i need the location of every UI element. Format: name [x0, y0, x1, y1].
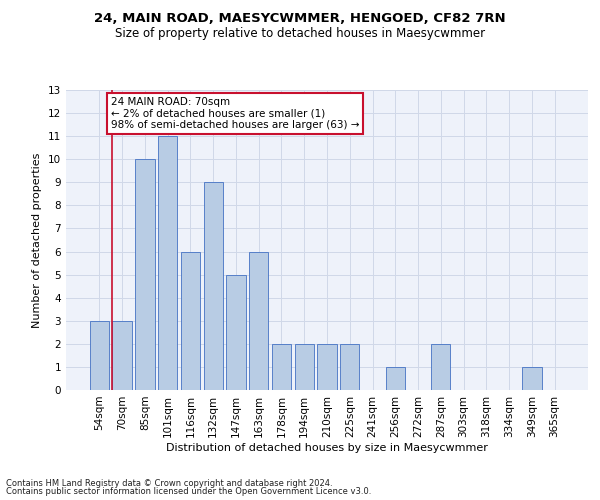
- Text: 24, MAIN ROAD, MAESYCWMMER, HENGOED, CF82 7RN: 24, MAIN ROAD, MAESYCWMMER, HENGOED, CF8…: [94, 12, 506, 26]
- X-axis label: Distribution of detached houses by size in Maesycwmmer: Distribution of detached houses by size …: [166, 442, 488, 452]
- Bar: [431, 344, 451, 390]
- Bar: [317, 344, 337, 390]
- Text: Size of property relative to detached houses in Maesycwmmer: Size of property relative to detached ho…: [115, 28, 485, 40]
- Bar: [158, 136, 178, 390]
- Y-axis label: Number of detached properties: Number of detached properties: [32, 152, 43, 328]
- Bar: [272, 344, 291, 390]
- Bar: [203, 182, 223, 390]
- Bar: [386, 367, 405, 390]
- Text: 24 MAIN ROAD: 70sqm
← 2% of detached houses are smaller (1)
98% of semi-detached: 24 MAIN ROAD: 70sqm ← 2% of detached hou…: [111, 97, 359, 130]
- Bar: [340, 344, 359, 390]
- Bar: [249, 252, 268, 390]
- Text: Contains HM Land Registry data © Crown copyright and database right 2024.: Contains HM Land Registry data © Crown c…: [6, 478, 332, 488]
- Bar: [226, 274, 245, 390]
- Bar: [112, 321, 132, 390]
- Bar: [135, 159, 155, 390]
- Text: Contains public sector information licensed under the Open Government Licence v3: Contains public sector information licen…: [6, 487, 371, 496]
- Bar: [181, 252, 200, 390]
- Bar: [90, 321, 109, 390]
- Bar: [295, 344, 314, 390]
- Bar: [522, 367, 542, 390]
